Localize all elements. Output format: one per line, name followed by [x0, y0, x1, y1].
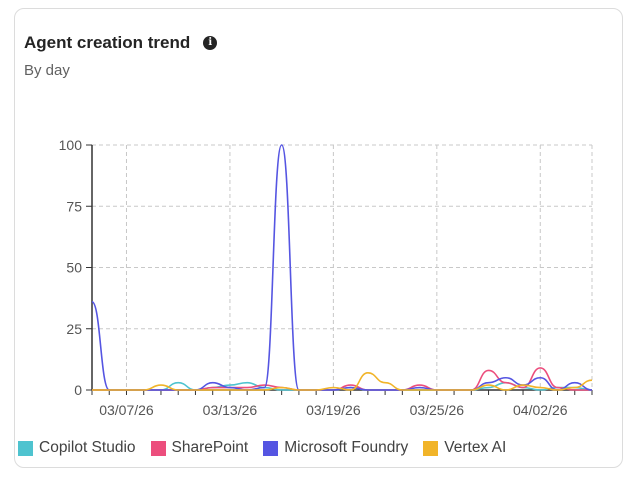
x-tick-label: 03/13/26 [203, 402, 258, 418]
y-tick-label: 75 [66, 198, 82, 214]
chart-legend: Copilot Studio SharePoint Microsoft Foundr… [18, 439, 521, 457]
y-tick-label: 25 [66, 321, 82, 337]
legend-swatch [150, 440, 166, 456]
legend-label: Microsoft Foundry [284, 439, 409, 456]
legend-label: Copilot Studio [39, 439, 136, 456]
series-line-vertex-ai [92, 372, 593, 391]
legend-label: Vertex AI [444, 439, 507, 456]
info-icon[interactable]: i [203, 36, 218, 50]
x-tick-label: 03/25/26 [410, 402, 465, 418]
legend-item-vertex-ai[interactable]: Vertex AI [423, 439, 506, 457]
x-tick-label: 03/19/26 [306, 402, 361, 418]
legend-item-microsoft-foundry[interactable]: Microsoft Foundry [263, 439, 408, 457]
y-tick-label: 50 [66, 260, 82, 276]
legend-swatch [263, 440, 279, 456]
legend-item-copilot-studio[interactable]: Copilot Studio [18, 439, 136, 457]
legend-swatch [18, 440, 33, 456]
legend-label: SharePoint [171, 439, 249, 456]
legend-item-sharepoint[interactable]: SharePoint [150, 439, 249, 457]
x-tick-label: 03/07/26 [99, 402, 154, 418]
legend-swatch [423, 440, 439, 456]
series-line-microsoft-foundry [91, 144, 593, 391]
x-tick-label: 04/02/26 [513, 402, 568, 418]
card-header: Agent creation trend i [24, 33, 218, 53]
y-tick-label: 0 [74, 382, 82, 398]
card-subtitle: By day [24, 62, 70, 79]
card-title: Agent creation trend [24, 33, 191, 52]
y-tick-label: 100 [59, 137, 83, 153]
agent-creation-trend-card [14, 8, 623, 468]
